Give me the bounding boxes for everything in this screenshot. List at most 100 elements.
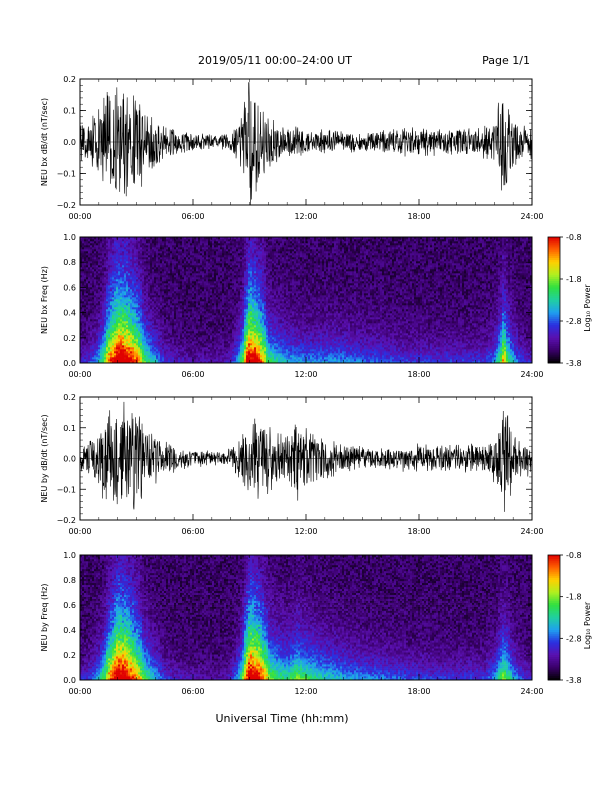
spectrogram-cell xyxy=(188,315,190,317)
spectrogram-cell xyxy=(102,249,104,251)
spectrogram-cell xyxy=(162,311,164,313)
spectrogram-cell xyxy=(96,325,98,327)
spectrogram-cell xyxy=(88,325,90,327)
spectrogram-cell xyxy=(212,247,214,249)
spectrogram-cell xyxy=(210,319,212,321)
spectrogram-cell xyxy=(120,251,122,253)
spectrogram-cell xyxy=(150,307,152,309)
spectrogram-cell xyxy=(140,341,142,343)
spectrogram-cell xyxy=(110,277,112,279)
spectrogram-cell xyxy=(192,259,194,261)
spectrogram-cell xyxy=(222,275,224,277)
spectrogram-cell xyxy=(216,283,218,285)
spectrogram-cell xyxy=(212,321,214,323)
spectrogram-cell xyxy=(230,309,232,311)
spectrogram-cell xyxy=(224,279,226,281)
spectrogram-cell xyxy=(232,263,234,265)
spectrogram-cell xyxy=(100,333,102,335)
spectrogram-cell xyxy=(120,259,122,261)
spectrogram-cell xyxy=(228,261,230,263)
spectrogram-cell xyxy=(216,303,218,305)
spectrogram-cell xyxy=(146,293,148,295)
spectrogram-cell xyxy=(160,265,162,267)
spectrogram-cell xyxy=(122,257,124,259)
spectrogram-cell xyxy=(152,279,154,281)
spectrogram-cell xyxy=(216,349,218,351)
spectrogram-cell xyxy=(142,315,144,317)
spectrogram-cell xyxy=(102,277,104,279)
spectrogram-cell xyxy=(120,329,122,331)
spectrogram-cell xyxy=(186,337,188,339)
spectrogram-cell xyxy=(182,325,184,327)
spectrogram-cell xyxy=(180,271,182,273)
spectrogram-cell xyxy=(192,347,194,349)
spectrogram-cell xyxy=(230,317,232,319)
spectrogram-cell xyxy=(224,303,226,305)
spectrogram-cell xyxy=(146,327,148,329)
spectrogram-cell xyxy=(226,347,228,349)
spectrogram-cell xyxy=(156,277,158,279)
spectrogram-cell xyxy=(116,275,118,277)
spectrogram-cell xyxy=(92,321,94,323)
spectrogram-cell xyxy=(196,351,198,353)
spectrogram-cell xyxy=(144,289,146,291)
spectrogram-cell xyxy=(222,273,224,275)
spectrogram-cell xyxy=(106,355,108,357)
spectrogram-cell xyxy=(142,345,144,347)
spectrogram-cell xyxy=(134,307,136,309)
spectrogram-cell xyxy=(178,311,180,313)
spectrogram-cell xyxy=(100,299,102,301)
spectrogram-cell xyxy=(232,297,234,299)
spectrogram-cell xyxy=(94,243,96,245)
spectrogram-cell xyxy=(122,333,124,335)
spectrogram-cell xyxy=(178,281,180,283)
spectrogram-cell xyxy=(112,257,114,259)
spectrogram-cell xyxy=(94,269,96,271)
spectrogram-cell xyxy=(214,303,216,305)
spectrogram-cell xyxy=(204,327,206,329)
spectrogram-cell xyxy=(184,355,186,357)
spectrogram-cell xyxy=(88,327,90,329)
spectrogram-cell xyxy=(178,303,180,305)
spectrogram-cell xyxy=(138,345,140,347)
spectrogram-cell xyxy=(224,329,226,331)
spectrogram-cell xyxy=(118,323,120,325)
spectrogram-cell xyxy=(222,359,224,361)
spectrogram-cell xyxy=(168,313,170,315)
spectrogram-cell xyxy=(174,351,176,353)
spectrogram-cell xyxy=(86,303,88,305)
spectrogram-cell xyxy=(84,259,86,261)
spectrogram-cell xyxy=(174,259,176,261)
spectrogram-cell xyxy=(154,289,156,291)
spectrogram-cell xyxy=(158,259,160,261)
spectrogram-cell xyxy=(206,261,208,263)
spectrogram-cell xyxy=(94,283,96,285)
spectrogram-cell xyxy=(196,315,198,317)
spectrogram-cell xyxy=(136,289,138,291)
spectrogram-cell xyxy=(176,359,178,361)
spectrogram-cell xyxy=(206,249,208,251)
spectrogram-cell xyxy=(182,339,184,341)
spectrogram-cell xyxy=(232,341,234,343)
spectrogram-cell xyxy=(214,315,216,317)
y-tick-label: 0.0 xyxy=(63,138,76,147)
spectrogram-cell xyxy=(88,239,90,241)
spectrogram-cell xyxy=(148,317,150,319)
spectrogram-cell xyxy=(104,247,106,249)
spectrogram-cell xyxy=(156,285,158,287)
spectrogram-cell xyxy=(102,315,104,317)
spectrogram-cell xyxy=(204,353,206,355)
spectrogram-cell xyxy=(94,267,96,269)
spectrogram-cell xyxy=(224,271,226,273)
spectrogram-cell xyxy=(152,271,154,273)
spectrogram-cell xyxy=(204,273,206,275)
spectrogram-cell xyxy=(206,247,208,249)
spectrogram-cell xyxy=(146,303,148,305)
spectrogram-cell xyxy=(222,269,224,271)
spectrogram-cell xyxy=(128,321,130,323)
spectrogram-cell xyxy=(94,317,96,319)
spectrogram-cell xyxy=(140,317,142,319)
spectrogram-cell xyxy=(136,297,138,299)
spectrogram-cell xyxy=(210,247,212,249)
spectrogram-cell xyxy=(156,305,158,307)
